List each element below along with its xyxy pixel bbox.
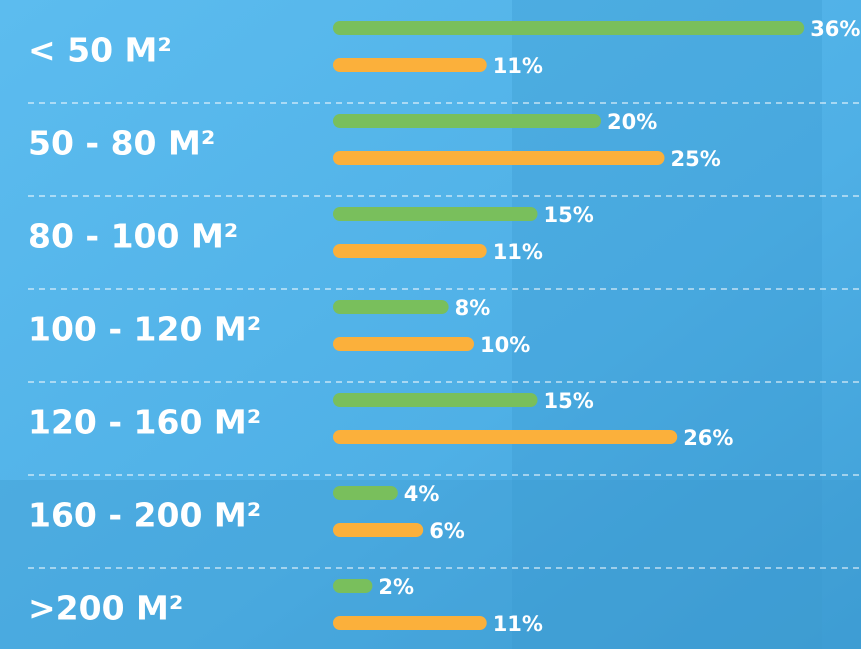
value-label: 25% bbox=[671, 147, 721, 171]
value-label: 11% bbox=[493, 54, 543, 78]
value-label: 8% bbox=[455, 296, 491, 320]
value-label: 6% bbox=[429, 519, 465, 543]
value-label: 11% bbox=[493, 240, 543, 264]
value-label: 11% bbox=[493, 612, 543, 636]
value-label: 15% bbox=[544, 389, 594, 413]
category-label: 100 - 120 M² bbox=[28, 310, 261, 349]
value-label: 2% bbox=[378, 575, 414, 599]
category-label: < 50 M² bbox=[28, 31, 172, 70]
category-label: 160 - 200 M² bbox=[28, 496, 261, 535]
value-label: 26% bbox=[683, 426, 733, 450]
chart: < 50 M² 36% 11% 50 - 80 M² 20% 25% 80 - 100 M²… bbox=[0, 0, 861, 649]
value-label: 36% bbox=[810, 17, 860, 41]
category-label: 80 - 100 M² bbox=[28, 217, 238, 256]
value-label: 10% bbox=[480, 333, 530, 357]
value-label: 20% bbox=[607, 110, 657, 134]
value-label: 15% bbox=[544, 203, 594, 227]
category-label: 120 - 160 M² bbox=[28, 403, 261, 442]
category-label: 50 - 80 M² bbox=[28, 124, 215, 163]
value-label: 4% bbox=[404, 482, 440, 506]
category-label: >200 M² bbox=[28, 589, 183, 628]
